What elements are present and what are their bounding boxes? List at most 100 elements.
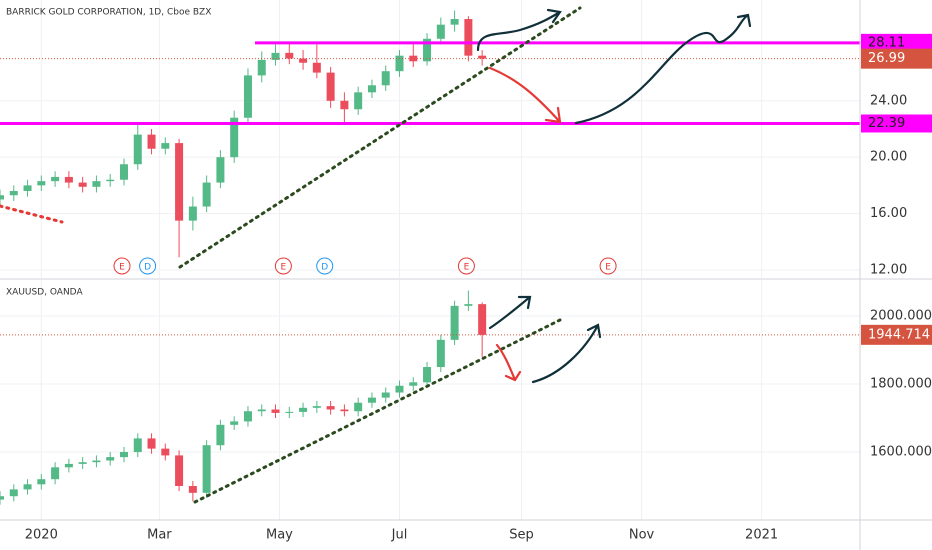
candle-body — [257, 59, 266, 76]
candle-body — [161, 143, 170, 149]
candle-body — [381, 392, 390, 398]
candle-body — [285, 411, 294, 413]
candle-body — [285, 52, 294, 59]
y-tick-label: 16.00 — [870, 206, 907, 221]
y-tick-label: 2000.000 — [870, 309, 932, 324]
candle-body — [175, 143, 184, 221]
candle-body — [312, 62, 321, 73]
candle-body — [395, 55, 404, 72]
arrow — [476, 8, 562, 52]
candle-body — [106, 179, 115, 182]
candle-body — [354, 402, 363, 412]
candle-body — [9, 489, 18, 497]
event-marker — [274, 257, 292, 275]
x-tick-label: Jul — [391, 528, 408, 543]
arrow — [495, 343, 522, 382]
pane-title: XAUUSD, OANDA — [6, 288, 83, 298]
y-tick-label: 12.00 — [870, 262, 907, 277]
candle-body — [271, 52, 280, 60]
y-tick-label: 24.00 — [870, 93, 907, 108]
candle-body — [340, 100, 349, 110]
candle-body — [326, 72, 335, 101]
candle-body — [133, 134, 142, 165]
marks-layer — [0, 10, 860, 505]
last-price-box — [861, 324, 932, 345]
drawings — [0, 6, 752, 504]
x-tick-label: 2021 — [745, 528, 778, 543]
event-label: D — [321, 263, 328, 273]
candle-body — [395, 385, 404, 393]
candle-body — [202, 182, 211, 207]
candle-body — [119, 164, 128, 180]
candle-body — [367, 85, 376, 93]
arrow — [574, 13, 752, 125]
candle-body — [175, 455, 184, 487]
y-tick-label: 20.00 — [870, 150, 907, 165]
candle-body — [133, 438, 142, 453]
candle-body — [436, 24, 445, 39]
x-tick-label: 2020 — [25, 528, 58, 543]
candle-body — [299, 58, 308, 63]
labels-layer: 12.00 16.00 20.00 24.00 BARRICK GOLD CORPORA… — [6, 8, 932, 543]
candle-body — [92, 460, 101, 463]
candle-body — [271, 409, 280, 413]
candle-body — [367, 397, 376, 403]
last-price-label: 26.99 — [868, 51, 905, 66]
candle-body — [478, 55, 487, 59]
candle-body — [188, 206, 197, 221]
candle-body — [161, 448, 170, 456]
trendline — [178, 6, 582, 269]
candle-body — [51, 467, 60, 480]
candle-body — [230, 421, 239, 425]
candle-body — [326, 406, 335, 410]
candle-body — [423, 367, 432, 383]
grid-layer — [0, 0, 860, 520]
candle-body — [230, 117, 239, 158]
candle-body — [478, 304, 487, 335]
pane-title: BARRICK GOLD CORPORATION, 1D, Cboe BZX — [6, 8, 211, 18]
candle-body — [92, 181, 101, 187]
candle-body — [64, 176, 73, 183]
x-tick-label: Mar — [147, 528, 172, 543]
candle-body — [0, 496, 4, 500]
level-label: 22.39 — [868, 116, 905, 131]
event-label: E — [605, 263, 611, 273]
candle-body — [450, 305, 459, 340]
candle-body — [464, 19, 473, 56]
level-label: 28.11 — [868, 35, 905, 50]
candle-body — [9, 191, 18, 196]
candle-body — [381, 71, 390, 86]
arrow — [531, 323, 602, 384]
x-tick-label: May — [266, 528, 293, 543]
candle-body — [354, 92, 363, 110]
candle-body — [464, 304, 473, 306]
candle-body — [37, 181, 46, 186]
trendline — [193, 318, 562, 504]
candle-body — [299, 407, 308, 412]
y-tick-label: 1800.000 — [870, 377, 932, 392]
candle-body — [409, 382, 418, 386]
candle-body — [409, 55, 418, 62]
candle-body — [147, 438, 156, 449]
candle-body — [78, 182, 87, 187]
candle-body — [51, 176, 60, 182]
arrow — [488, 295, 532, 330]
candle-body — [0, 195, 4, 200]
event-label: E — [281, 263, 287, 273]
event-marker — [113, 257, 131, 275]
level-label-box — [861, 114, 932, 133]
candle-body — [436, 339, 445, 368]
candle-body — [216, 157, 225, 183]
candle-body — [450, 19, 459, 25]
candle-body — [423, 38, 432, 62]
candle-body — [119, 452, 128, 458]
candle-body — [243, 75, 252, 118]
candle-body — [64, 463, 73, 468]
candle-body — [37, 479, 46, 485]
last-price-box — [861, 48, 932, 69]
last-price-label: 1944.714 — [868, 327, 930, 342]
candle-body — [188, 486, 197, 493]
y-tick-label: 1600.000 — [870, 445, 932, 460]
